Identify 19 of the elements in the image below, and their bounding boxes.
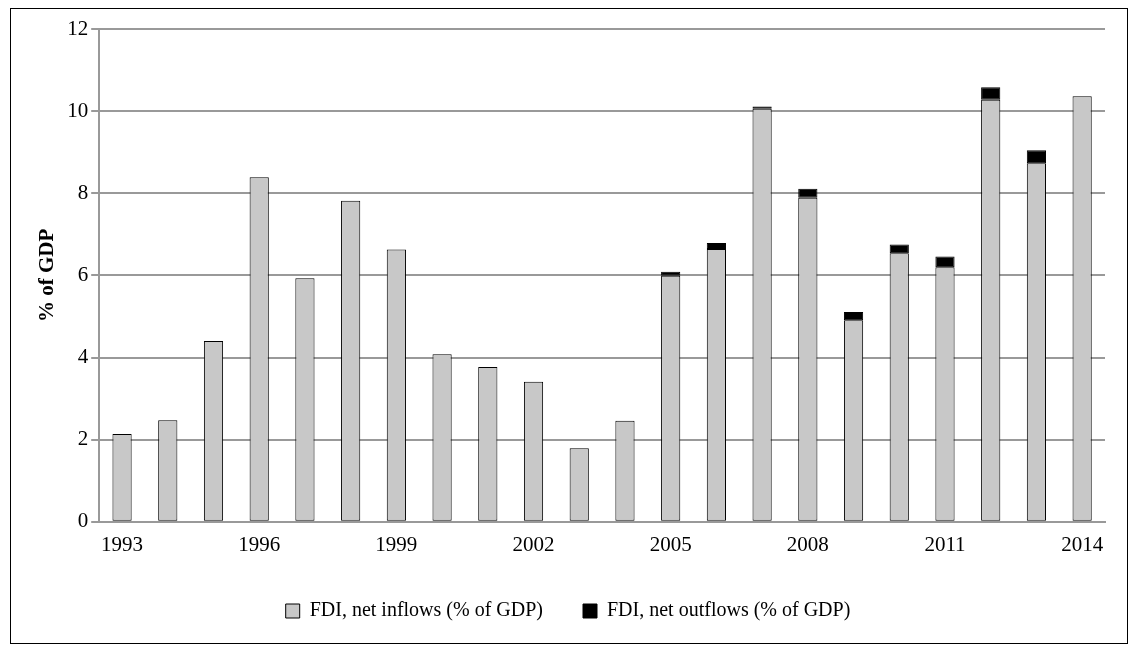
legend-label: FDI, net inflows (% of GDP) xyxy=(309,598,543,622)
x-tick-label: 2014 xyxy=(1061,531,1104,556)
y-tick-label: 12 xyxy=(67,15,89,40)
x-tick-label: 2011 xyxy=(924,531,966,556)
bar xyxy=(935,256,955,268)
y-tick-label: 6 xyxy=(77,261,89,286)
y-tick-label: 0 xyxy=(77,508,89,533)
x-tick-label: 2008 xyxy=(786,531,829,556)
y-tick-label: 2 xyxy=(77,426,89,451)
y-tick-label: 10 xyxy=(67,97,89,122)
x-tick-label: 1996 xyxy=(238,531,281,556)
x-tick-label: 2002 xyxy=(512,531,555,556)
y-tick-label: 4 xyxy=(77,344,89,369)
x-tick-label: 2005 xyxy=(649,531,692,556)
y-axis-title: % of GDP xyxy=(34,228,59,323)
y-tick-label: 8 xyxy=(77,179,89,204)
x-tick-label: 1993 xyxy=(101,531,144,556)
legend-label: FDI, net outflows (% of GDP) xyxy=(607,598,851,622)
x-tick-label: 1999 xyxy=(375,531,418,556)
